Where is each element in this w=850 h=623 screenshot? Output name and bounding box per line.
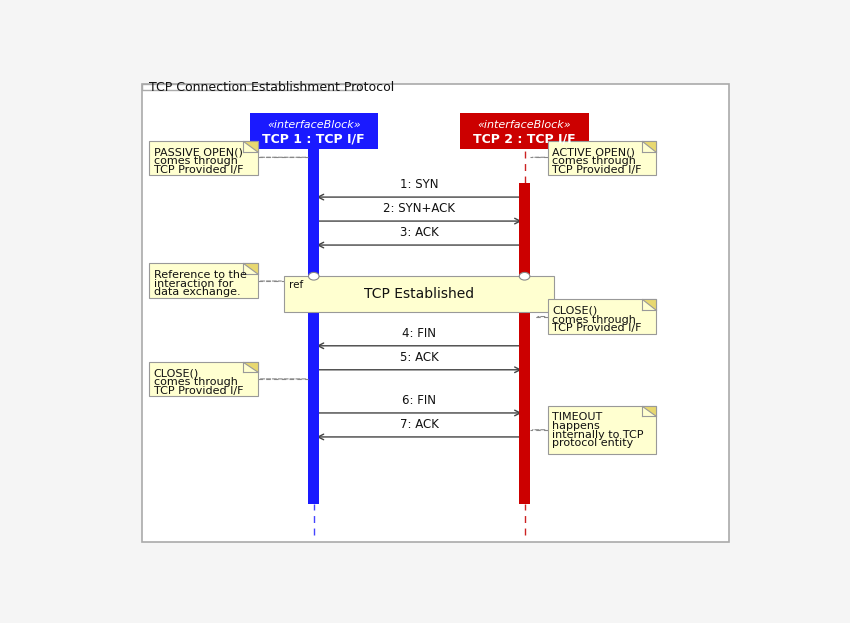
Bar bbox=[149, 141, 258, 176]
Text: 7: ACK: 7: ACK bbox=[400, 417, 439, 430]
Bar bbox=[149, 264, 258, 298]
Text: TCP Provided I/F: TCP Provided I/F bbox=[552, 165, 642, 175]
Text: 1: SYN: 1: SYN bbox=[400, 178, 439, 191]
Bar bbox=[143, 84, 728, 543]
Bar bbox=[143, 84, 360, 90]
Text: ref: ref bbox=[289, 280, 303, 290]
Text: CLOSE(): CLOSE() bbox=[552, 306, 598, 316]
Text: happens: happens bbox=[552, 421, 600, 431]
Polygon shape bbox=[642, 141, 656, 151]
Text: protocol entity: protocol entity bbox=[552, 439, 633, 449]
Text: TCP Provided I/F: TCP Provided I/F bbox=[154, 165, 243, 175]
Text: TCP 1 : TCP I/F: TCP 1 : TCP I/F bbox=[263, 133, 365, 146]
Text: interaction for: interaction for bbox=[154, 278, 233, 288]
Text: comes through: comes through bbox=[552, 315, 636, 325]
Text: 4: FIN: 4: FIN bbox=[402, 326, 436, 340]
Text: PASSIVE OPEN(): PASSIVE OPEN() bbox=[154, 148, 242, 158]
Text: 6: FIN: 6: FIN bbox=[402, 394, 436, 407]
Text: ACTIVE OPEN(): ACTIVE OPEN() bbox=[552, 148, 635, 158]
Bar bbox=[461, 113, 589, 149]
Polygon shape bbox=[243, 141, 258, 151]
Text: TIMEOUT: TIMEOUT bbox=[552, 412, 603, 422]
Bar bbox=[547, 406, 656, 454]
Polygon shape bbox=[642, 406, 656, 416]
Text: comes through: comes through bbox=[154, 156, 237, 166]
Text: comes through: comes through bbox=[552, 156, 636, 166]
Text: TCP 2 : TCP I/F: TCP 2 : TCP I/F bbox=[473, 133, 575, 146]
Bar bbox=[547, 141, 656, 176]
Text: 3: ACK: 3: ACK bbox=[400, 226, 439, 239]
Text: data exchange.: data exchange. bbox=[154, 287, 241, 297]
Bar bbox=[547, 299, 656, 334]
Bar bbox=[519, 183, 530, 504]
Text: 5: ACK: 5: ACK bbox=[400, 351, 439, 364]
Text: TCP Provided I/F: TCP Provided I/F bbox=[552, 323, 642, 333]
Polygon shape bbox=[642, 299, 656, 310]
Polygon shape bbox=[243, 264, 258, 274]
Bar bbox=[284, 276, 554, 312]
Circle shape bbox=[519, 272, 530, 280]
Bar bbox=[250, 113, 378, 149]
Text: 2: SYN+ACK: 2: SYN+ACK bbox=[383, 202, 455, 215]
Circle shape bbox=[309, 272, 319, 280]
Text: comes through: comes through bbox=[154, 377, 237, 387]
Text: TCP Connection Establishment Protocol: TCP Connection Establishment Protocol bbox=[149, 81, 394, 93]
Text: internally to TCP: internally to TCP bbox=[552, 430, 643, 440]
Text: TCP Provided I/F: TCP Provided I/F bbox=[154, 386, 243, 396]
Bar bbox=[149, 361, 258, 396]
Polygon shape bbox=[243, 361, 258, 372]
Text: TCP Established: TCP Established bbox=[364, 287, 474, 302]
Text: CLOSE(): CLOSE() bbox=[154, 368, 199, 378]
Bar bbox=[309, 149, 319, 504]
Text: «interfaceBlock»: «interfaceBlock» bbox=[478, 120, 571, 130]
Text: «interfaceBlock»: «interfaceBlock» bbox=[267, 120, 360, 130]
Text: Reference to the: Reference to the bbox=[154, 270, 246, 280]
